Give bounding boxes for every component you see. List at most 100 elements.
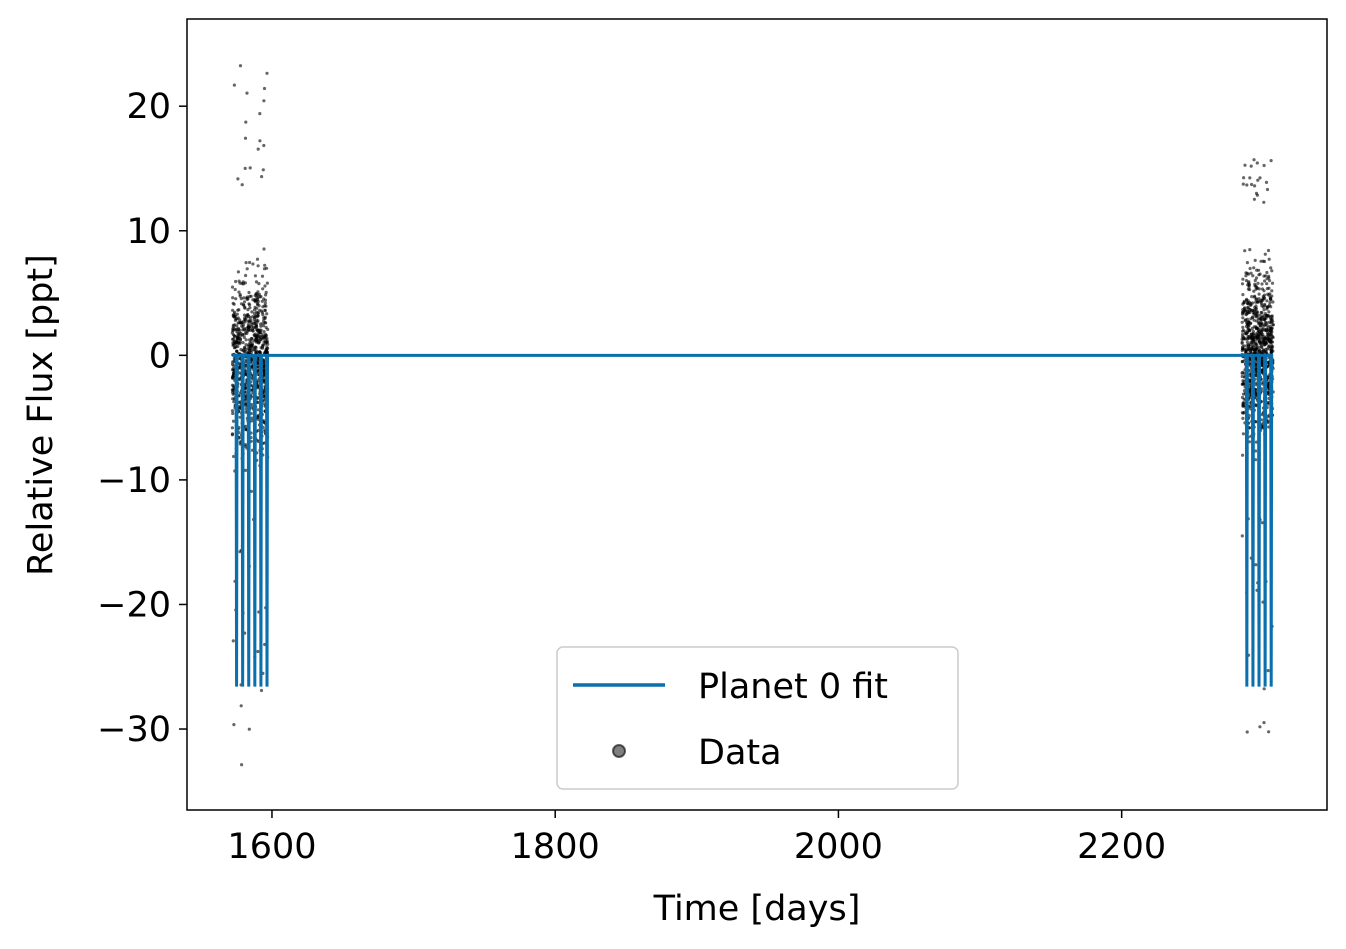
data-point — [238, 340, 242, 344]
data-point — [1258, 313, 1262, 317]
data-point — [255, 324, 259, 328]
x-tick-label: 1600 — [227, 827, 316, 867]
data-point — [1245, 337, 1249, 341]
data-point — [1269, 337, 1273, 341]
data-point — [1255, 161, 1259, 165]
fit-line-layer — [232, 353, 1274, 687]
data-point — [1269, 351, 1273, 355]
data-point — [1251, 301, 1255, 305]
data-point — [1268, 279, 1272, 283]
data-point — [1243, 163, 1247, 167]
data-point — [258, 350, 262, 354]
data-point — [247, 338, 252, 342]
data-point — [1244, 274, 1248, 278]
data-point — [255, 257, 260, 261]
data-point — [1264, 316, 1268, 320]
data-point — [239, 704, 243, 708]
data-point — [1267, 320, 1271, 324]
data-point — [1264, 274, 1268, 278]
data-point — [1257, 299, 1261, 303]
legend: Planet 0 fit Data — [556, 646, 959, 790]
data-point — [244, 390, 248, 394]
data-point — [263, 332, 268, 336]
data-point — [233, 287, 237, 292]
data-point — [1271, 323, 1275, 327]
data-point — [1265, 270, 1269, 275]
data-point — [233, 334, 237, 338]
data-point — [1265, 299, 1269, 303]
y-tick-label: 10 — [126, 212, 171, 252]
data-point — [232, 302, 236, 306]
data-point — [1251, 329, 1255, 334]
data-point — [231, 639, 235, 643]
data-point — [1255, 193, 1259, 197]
data-point — [1270, 289, 1274, 293]
data-point — [237, 328, 241, 332]
data-point — [257, 341, 261, 345]
data-point — [1260, 418, 1264, 422]
data-point — [241, 323, 246, 327]
data-point — [1242, 176, 1246, 180]
data-point — [242, 319, 246, 323]
data-point — [1262, 721, 1266, 725]
data-point — [245, 267, 249, 271]
y-axis-label: Relative Flux [ppt] — [21, 254, 61, 576]
data-point — [1247, 320, 1251, 324]
data-point — [1269, 266, 1273, 270]
data-point — [1252, 266, 1256, 270]
data-point — [253, 348, 257, 352]
legend-box — [556, 646, 959, 790]
data-point — [248, 260, 252, 265]
data-point — [238, 550, 242, 554]
data-point — [239, 320, 243, 324]
y-tick-label: 0 — [149, 336, 171, 376]
data-point — [1265, 277, 1269, 281]
fit-line — [232, 353, 1274, 687]
data-point — [1258, 272, 1262, 276]
data-point — [230, 409, 235, 413]
data-point — [241, 341, 245, 345]
data-point — [1240, 282, 1245, 286]
data-point — [1241, 432, 1245, 436]
data-point — [257, 292, 261, 296]
data-point — [1260, 413, 1264, 417]
data-point — [1241, 293, 1245, 297]
data-point — [1267, 730, 1271, 734]
data-point — [236, 270, 240, 274]
data-point — [247, 344, 251, 348]
legend-data-label: Data — [698, 733, 782, 773]
data-point — [231, 323, 235, 327]
data-point — [236, 177, 240, 181]
data-point — [231, 360, 235, 364]
data-point — [247, 727, 251, 731]
data-point — [233, 345, 237, 350]
data-point — [1262, 308, 1266, 312]
data-point — [243, 166, 247, 170]
data-point — [1241, 411, 1245, 415]
data-point — [1254, 374, 1258, 378]
data-point — [1259, 310, 1263, 314]
data-point — [1259, 318, 1263, 322]
data-point — [1248, 176, 1252, 180]
data-point — [244, 120, 248, 124]
data-point — [262, 247, 266, 251]
data-point — [230, 383, 235, 387]
data-point — [1261, 259, 1265, 263]
data-point — [1267, 310, 1271, 314]
data-point — [254, 280, 259, 284]
data-point — [1251, 316, 1255, 320]
data-point — [1265, 282, 1269, 286]
data-point — [1248, 387, 1252, 391]
data-point — [1263, 279, 1267, 283]
data-point — [1240, 320, 1244, 324]
data-point — [231, 296, 235, 300]
data-point — [232, 343, 236, 347]
data-point — [1259, 340, 1263, 344]
data-point — [244, 424, 248, 428]
data-point — [245, 315, 249, 319]
data-point — [236, 321, 240, 325]
data-point — [253, 315, 257, 319]
data-point — [263, 284, 267, 288]
data-point — [1241, 325, 1245, 329]
data-point — [255, 297, 260, 302]
